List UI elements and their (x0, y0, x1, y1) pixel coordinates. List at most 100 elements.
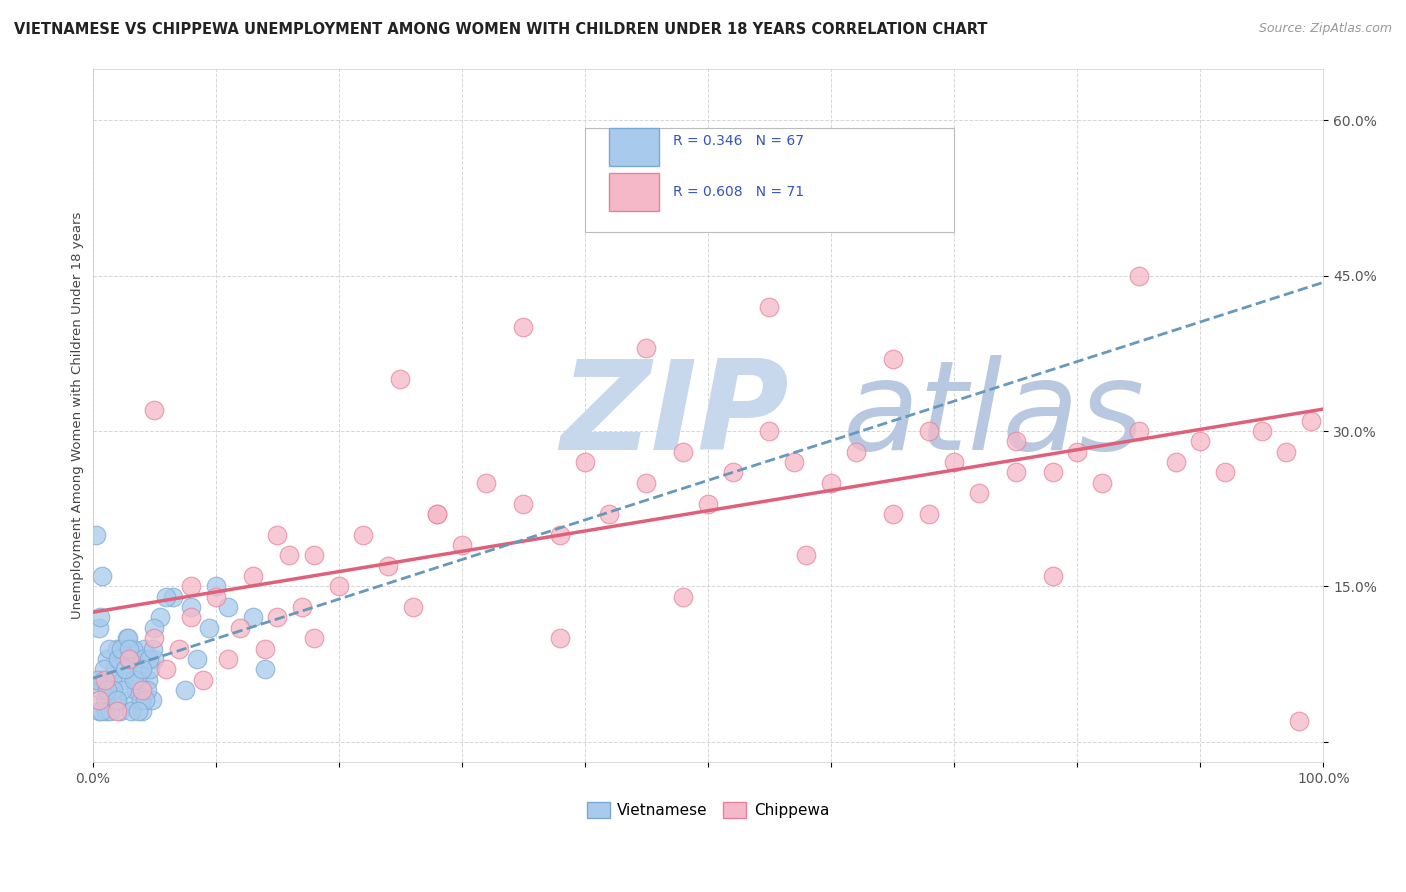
Point (450, 538, 472, 552)
Point (636, 475, 658, 490)
Point (1004, 434, 1026, 449)
Point (98, 704, 121, 718)
Point (105, 641, 128, 656)
Point (1275, 444, 1298, 458)
Point (1288, 714, 1310, 728)
Point (1189, 434, 1212, 449)
Point (91, 569, 114, 583)
Point (138, 652, 160, 666)
Point (266, 527, 288, 541)
Point (107, 652, 129, 666)
Y-axis label: Unemployment Among Women with Children Under 18 years: Unemployment Among Women with Children U… (72, 211, 84, 619)
Point (94, 704, 117, 718)
Point (186, 652, 208, 666)
Point (475, 475, 498, 490)
Point (125, 673, 148, 687)
Point (162, 590, 184, 604)
Point (426, 507, 449, 521)
Text: ZIP: ZIP (560, 355, 789, 476)
Point (918, 424, 941, 438)
Point (131, 682, 153, 697)
Point (111, 682, 134, 697)
Point (352, 527, 374, 541)
Point (253, 641, 276, 656)
Point (105, 704, 128, 718)
Point (173, 682, 195, 697)
Point (198, 621, 221, 635)
Point (121, 652, 143, 666)
Point (1066, 444, 1088, 458)
Point (180, 610, 202, 624)
Point (105, 693, 128, 707)
Point (114, 662, 136, 676)
Point (86, 673, 108, 687)
Point (143, 631, 166, 645)
Point (143, 652, 166, 666)
Point (90, 704, 112, 718)
Point (103, 682, 125, 697)
Point (129, 693, 152, 707)
Point (845, 444, 868, 458)
Point (89, 610, 111, 624)
Point (783, 455, 806, 469)
Point (139, 662, 162, 676)
Point (124, 673, 146, 687)
Text: atlas: atlas (844, 355, 1146, 476)
Point (758, 424, 780, 438)
Point (193, 673, 215, 687)
Point (141, 693, 163, 707)
Point (1250, 424, 1272, 438)
Point (110, 641, 132, 656)
Point (548, 631, 571, 645)
Point (882, 351, 904, 366)
Point (548, 527, 571, 541)
Point (721, 466, 744, 480)
Point (328, 579, 350, 593)
Point (101, 673, 124, 687)
Point (820, 475, 842, 490)
Point (118, 652, 141, 666)
Point (796, 549, 818, 563)
Point (1042, 466, 1064, 480)
Point (143, 621, 166, 635)
Point (918, 507, 941, 521)
Point (136, 673, 159, 687)
Point (598, 507, 620, 521)
Point (217, 652, 239, 666)
Point (124, 682, 146, 697)
Point (167, 641, 190, 656)
Point (1213, 466, 1236, 480)
Bar (609, 173, 659, 211)
Point (94, 673, 117, 687)
Point (512, 320, 534, 334)
Text: R = 0.608   N = 71: R = 0.608 N = 71 (673, 185, 804, 199)
Point (90, 682, 112, 697)
FancyBboxPatch shape (585, 128, 955, 232)
Point (180, 600, 202, 615)
Point (142, 641, 165, 656)
Point (134, 693, 156, 707)
Text: R = 0.346   N = 67: R = 0.346 N = 67 (673, 135, 804, 148)
Point (118, 641, 141, 656)
Point (87, 693, 110, 707)
Point (120, 704, 142, 718)
Point (389, 372, 412, 386)
Point (426, 507, 449, 521)
Point (758, 300, 780, 314)
Point (697, 496, 720, 510)
Point (204, 590, 226, 604)
Bar (609, 128, 659, 166)
Point (1042, 569, 1064, 583)
Point (1004, 466, 1026, 480)
Point (134, 641, 156, 656)
Point (1128, 424, 1150, 438)
Point (401, 600, 423, 615)
Point (636, 341, 658, 355)
Point (291, 600, 314, 615)
Point (108, 704, 131, 718)
Text: Source: ZipAtlas.com: Source: ZipAtlas.com (1258, 22, 1392, 36)
Point (128, 662, 150, 676)
Point (127, 704, 149, 718)
Point (882, 507, 904, 521)
Point (204, 579, 226, 593)
